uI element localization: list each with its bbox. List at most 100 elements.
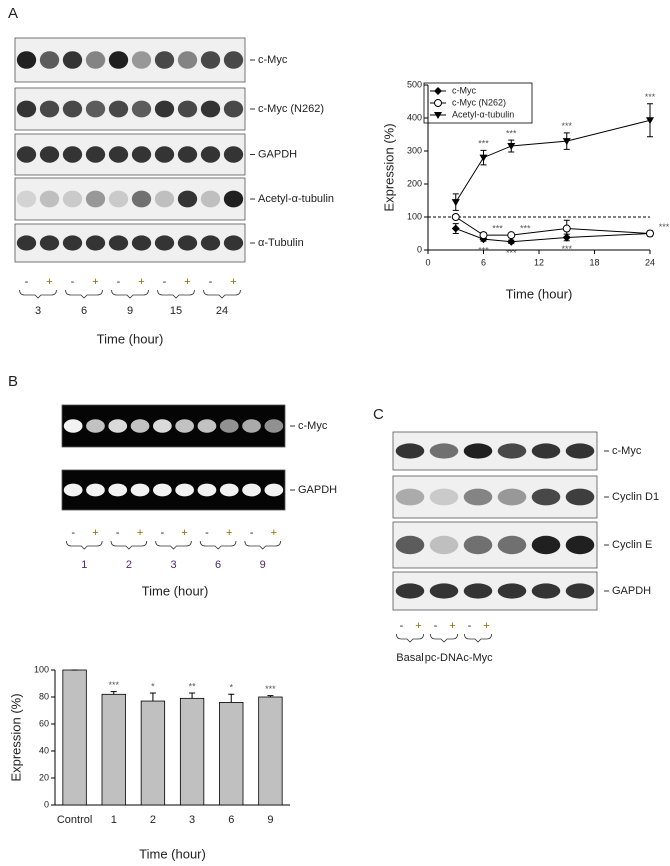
band <box>177 190 198 208</box>
error-bar <box>267 695 274 697</box>
value-label: ** <box>189 681 197 691</box>
brace <box>396 633 424 643</box>
band <box>463 535 493 555</box>
brace <box>464 633 492 643</box>
lane-sign: - <box>468 620 472 632</box>
band <box>429 583 459 599</box>
y-tick-label: 20 <box>39 772 49 782</box>
marker <box>479 154 488 162</box>
band <box>197 483 217 497</box>
error-bar <box>189 692 196 699</box>
lane-sign: + <box>184 276 190 288</box>
band <box>39 235 60 251</box>
x-tick-label: 18 <box>589 257 599 267</box>
row-label: GAPDH <box>612 585 651 597</box>
band <box>62 235 83 251</box>
marker <box>434 99 442 107</box>
error-bar <box>110 691 117 695</box>
marker <box>451 199 460 207</box>
band <box>154 146 175 163</box>
lane-sign: + <box>271 527 277 539</box>
lane-sign: + <box>92 527 98 539</box>
brace <box>430 633 458 643</box>
value-label: * <box>151 681 155 691</box>
brace <box>19 289 57 299</box>
x-tick-label: 12 <box>534 257 544 267</box>
brace <box>244 540 281 550</box>
band <box>395 443 425 459</box>
x-tick-label: 0 <box>425 257 430 267</box>
band <box>108 419 128 433</box>
band <box>200 100 221 118</box>
point-label: *** <box>492 224 503 234</box>
band <box>429 443 459 459</box>
group-label: 6 <box>81 305 87 317</box>
lane-sign: - <box>116 527 120 539</box>
marker <box>451 213 460 221</box>
marker <box>562 224 571 233</box>
y-tick-label: 60 <box>39 718 49 728</box>
band <box>463 583 493 599</box>
band <box>565 488 595 506</box>
band <box>395 488 425 506</box>
band <box>85 190 106 208</box>
band <box>242 419 261 433</box>
row-label: c-Myc <box>258 54 288 66</box>
band <box>108 483 128 497</box>
group-label: 3 <box>35 305 41 317</box>
brace <box>66 540 103 550</box>
band <box>108 235 129 251</box>
band <box>16 51 37 69</box>
x-tick-label: 3 <box>189 814 195 826</box>
marker <box>562 233 571 242</box>
band <box>200 235 221 251</box>
band <box>197 419 217 433</box>
legend-box <box>423 82 533 124</box>
band <box>223 51 244 69</box>
band <box>175 483 195 497</box>
band <box>177 146 198 163</box>
band <box>200 146 221 163</box>
value-label: *** <box>265 684 276 694</box>
y-tick-label: 40 <box>39 745 49 755</box>
group-label: 9 <box>127 305 133 317</box>
band <box>395 535 425 555</box>
y-tick-label: 0 <box>417 244 422 254</box>
bar <box>140 700 166 806</box>
band <box>531 443 561 459</box>
band <box>565 535 595 555</box>
y-tick-label: 300 <box>407 145 422 155</box>
value-label: * <box>229 683 233 693</box>
point-label: *** <box>561 244 572 254</box>
brace <box>110 540 148 550</box>
point-label: *** <box>506 128 517 138</box>
group-label: c-Myc <box>463 652 493 664</box>
band <box>223 100 244 118</box>
lane-sign: + <box>46 276 52 288</box>
lane-sign: + <box>181 527 187 539</box>
band <box>39 100 60 118</box>
band <box>264 419 284 433</box>
band <box>39 190 60 208</box>
marker <box>507 231 516 240</box>
band <box>242 483 261 497</box>
band <box>62 51 83 69</box>
band <box>497 535 527 555</box>
band <box>39 51 60 69</box>
row-label: α-Tubulin <box>258 237 304 249</box>
lane-sign: - <box>209 276 213 288</box>
x-axis-label: Time (hour) <box>506 286 573 301</box>
point-label: *** <box>506 248 517 258</box>
band <box>130 419 150 433</box>
blot-image <box>392 571 598 611</box>
bar <box>101 693 126 806</box>
band <box>497 488 527 506</box>
marker <box>507 143 516 151</box>
band <box>16 100 37 118</box>
band <box>108 51 129 69</box>
row-label: Cyclin D1 <box>612 491 659 503</box>
axis-label: Time (hour) <box>142 583 209 598</box>
x-axis-label: Time (hour) <box>139 846 206 861</box>
x-tick-label: Control <box>57 814 92 826</box>
